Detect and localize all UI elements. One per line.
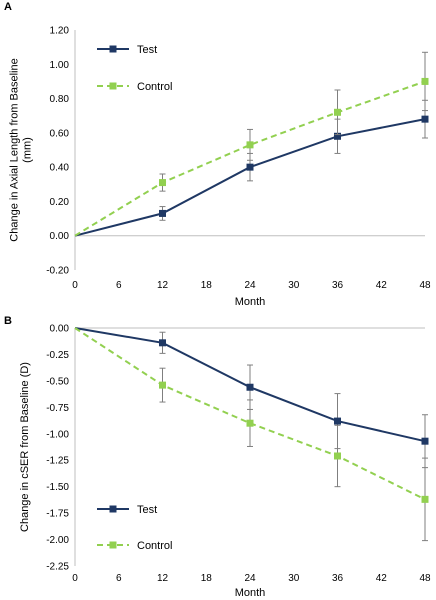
y-tick-label: -0.75: [46, 403, 69, 414]
y-tick-label: 0.00: [50, 231, 70, 242]
series-control: [74, 327, 429, 542]
data-point: [334, 108, 341, 116]
data-point: [334, 417, 341, 425]
x-tick-label: 24: [244, 573, 256, 584]
x-tick-label: 12: [157, 280, 169, 291]
series-test: [74, 99, 429, 237]
x-tick-label: 18: [201, 280, 213, 291]
data-point: [159, 339, 166, 347]
x-tick-label: 0: [72, 573, 78, 584]
y-axis-title: Change in Axial Length from Baseline(mm): [9, 58, 34, 241]
y-axis-title-line: Change in Axial Length from Baseline: [9, 58, 21, 241]
x-tick-label: 30: [288, 280, 300, 291]
data-point: [421, 77, 429, 85]
data-point: [246, 419, 254, 427]
data-point: [246, 141, 254, 149]
series-line: [74, 327, 426, 501]
y-tick-label: -0.50: [46, 376, 69, 387]
y-tick-label: 0.60: [50, 128, 70, 139]
data-point: [246, 383, 254, 391]
y-tick-label: -1.25: [46, 456, 69, 467]
x-tick-label: 24: [244, 280, 256, 291]
x-tick-label: 36: [332, 573, 344, 584]
data-point: [159, 179, 166, 187]
x-tick-label: 36: [332, 280, 344, 291]
x-tick-label: 30: [288, 573, 300, 584]
legend-marker: [109, 45, 117, 53]
y-tick-label: -0.25: [46, 350, 69, 361]
x-tick-label: 12: [157, 573, 169, 584]
data-point: [334, 132, 341, 140]
legend-label: Test: [137, 504, 157, 516]
x-tick-label: 48: [419, 280, 431, 291]
x-tick-label: 48: [419, 573, 431, 584]
x-tick-label: 0: [72, 280, 78, 291]
x-tick-label: 6: [116, 280, 122, 291]
x-axis-title: Month: [235, 587, 266, 599]
data-point: [421, 495, 429, 503]
y-tick-label: 0.80: [50, 94, 70, 105]
y-tick-label: -2.00: [46, 535, 69, 546]
data-point: [421, 437, 429, 445]
x-tick-label: 6: [116, 573, 122, 584]
y-tick-label: -1.00: [46, 429, 69, 440]
chart-panel-a: A -0.20 0.00 0.20 0.40 0.60 0.80 1.00 1.20 0 6 12 18…: [4, 1, 431, 308]
y-tick-label: 0.20: [50, 197, 70, 208]
y-axis-title-line: (mm): [22, 137, 34, 163]
x-tick-label: 18: [201, 573, 213, 584]
y-tick-label: -2.25: [46, 562, 69, 573]
y-tick-label: -1.75: [46, 509, 69, 520]
data-point: [246, 163, 254, 171]
data-point: [421, 115, 429, 123]
data-point: [334, 452, 341, 460]
chart-panel-b: B 0.00 -0.25 -0.50 -0.75 -1.00 -1.25 -1.50 -1.75…: [4, 315, 431, 599]
legend-label: Test: [137, 44, 157, 56]
y-tick-label: -0.20: [46, 266, 69, 277]
legend-label: Control: [137, 540, 172, 552]
y-tick-label: 1.20: [50, 26, 70, 37]
x-tick-label: 42: [376, 280, 388, 291]
x-tick-label: 42: [376, 573, 388, 584]
panel-letter: A: [4, 1, 12, 13]
panel-letter: B: [4, 315, 12, 327]
legend-label: Control: [137, 81, 172, 93]
legend-marker: [109, 82, 117, 90]
legend-marker: [109, 505, 117, 513]
y-axis-title: Change in cSER from Baseline (D): [19, 362, 31, 532]
series-control: [74, 51, 429, 237]
legend-marker: [109, 541, 117, 549]
x-axis-title: Month: [235, 296, 266, 308]
y-tick-label: 0.40: [50, 163, 70, 174]
y-tick-label: 0.00: [50, 324, 70, 335]
series-line: [74, 80, 426, 237]
y-tick-label: 1.00: [50, 60, 70, 71]
data-point: [159, 381, 166, 389]
data-point: [159, 209, 166, 217]
y-axis-title-line: Change in cSER from Baseline (D): [19, 362, 31, 532]
y-tick-label: -1.50: [46, 482, 69, 493]
